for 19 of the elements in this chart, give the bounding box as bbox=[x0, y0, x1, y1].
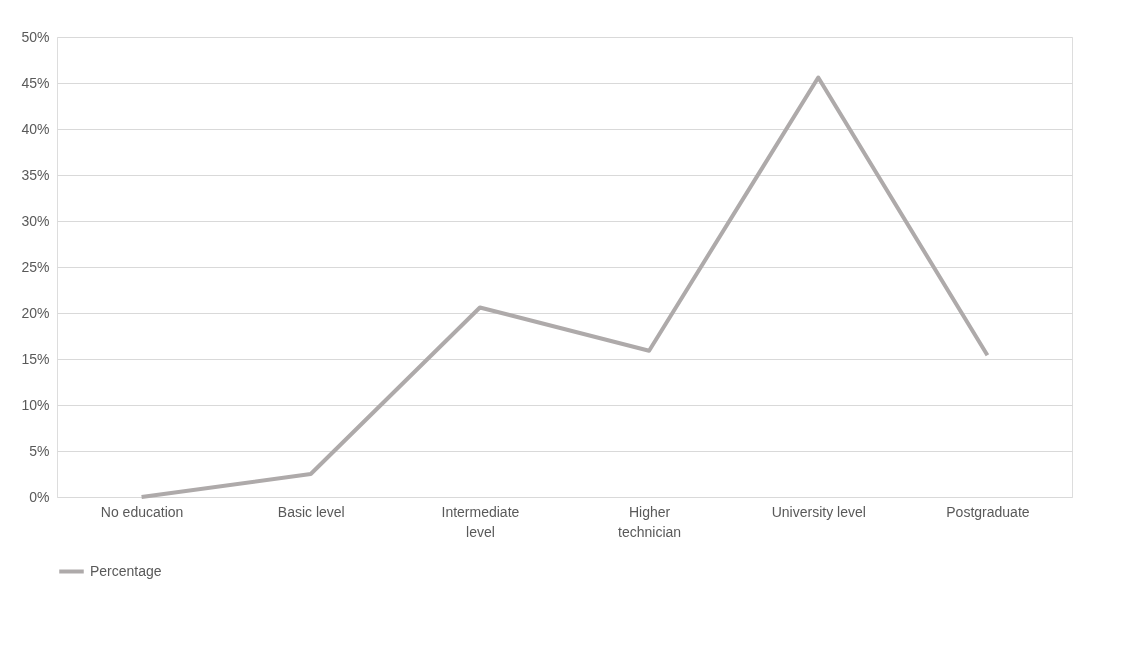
x-tick-label: No education bbox=[100, 503, 184, 520]
y-tick-label: 40% bbox=[21, 120, 50, 137]
y-tick-label: 30% bbox=[21, 212, 50, 229]
y-tick-label: 0% bbox=[29, 488, 50, 505]
y-tick-label: 45% bbox=[21, 74, 50, 91]
x-tick-label: Basic level bbox=[277, 503, 345, 520]
x-tick-label: Postgraduate bbox=[946, 503, 1030, 520]
x-tick-label: University level bbox=[771, 503, 866, 520]
y-tick-label: 35% bbox=[21, 166, 50, 183]
y-tick-label: 50% bbox=[21, 28, 50, 45]
y-tick-label: 25% bbox=[21, 258, 50, 275]
x-tick-label: Higher technician bbox=[618, 503, 682, 540]
y-tick-label: 15% bbox=[21, 350, 50, 367]
y-tick-label: 20% bbox=[21, 304, 50, 321]
y-tick-label: 5% bbox=[29, 442, 50, 459]
legend-label: Percentage bbox=[90, 562, 162, 579]
y-tick-label: 10% bbox=[21, 396, 50, 413]
line-series bbox=[139, 75, 990, 499]
x-tick-label: Intermediate level bbox=[441, 503, 520, 540]
